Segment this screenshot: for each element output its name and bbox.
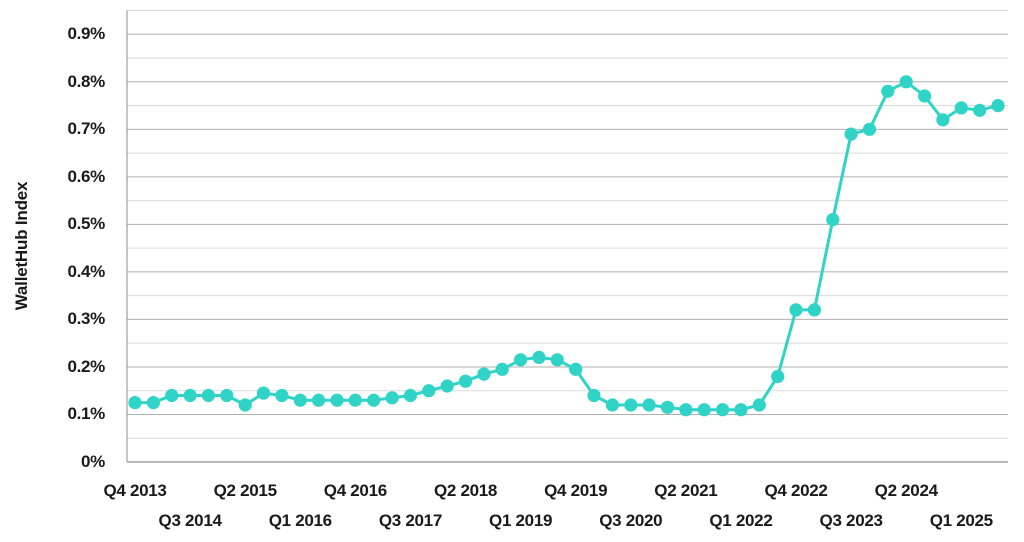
data-point bbox=[973, 103, 987, 117]
data-point bbox=[550, 353, 564, 367]
data-point bbox=[458, 374, 473, 388]
y-tick-label: 0.1% bbox=[67, 404, 105, 424]
data-point bbox=[679, 403, 693, 417]
data-point bbox=[514, 353, 528, 367]
y-tick-label: 0.5% bbox=[67, 214, 105, 234]
y-tick-label: 0.7% bbox=[67, 119, 105, 139]
x-tick-label: Q4 2022 bbox=[764, 481, 828, 500]
data-point bbox=[991, 99, 1005, 113]
x-tick-label: Q3 2020 bbox=[599, 511, 663, 530]
data-point bbox=[312, 393, 326, 407]
data-point bbox=[367, 393, 381, 407]
data-point bbox=[605, 398, 620, 412]
x-tick-label: Q2 2015 bbox=[213, 481, 277, 500]
data-point bbox=[899, 75, 913, 89]
y-tick-label: 0.9% bbox=[67, 24, 105, 44]
data-point bbox=[936, 113, 950, 127]
data-point bbox=[348, 393, 362, 407]
data-point bbox=[826, 213, 840, 227]
data-point bbox=[128, 396, 142, 410]
x-tick-label: Q4 2016 bbox=[323, 481, 387, 500]
x-tick-label: Q2 2024 bbox=[874, 481, 938, 500]
data-point bbox=[385, 391, 399, 405]
data-point bbox=[422, 384, 436, 398]
data-point bbox=[660, 400, 675, 414]
y-tick-label: 0.3% bbox=[67, 309, 105, 329]
y-tick-label: 0.4% bbox=[67, 261, 105, 281]
data-point bbox=[183, 388, 197, 403]
x-tick-label: Q4 2013 bbox=[103, 481, 167, 500]
data-point bbox=[146, 396, 160, 410]
data-point bbox=[642, 398, 656, 412]
x-tick-label: Q2 2018 bbox=[433, 481, 498, 500]
y-tick-label: 0.8% bbox=[67, 71, 105, 91]
data-point bbox=[587, 388, 601, 403]
data-point bbox=[752, 398, 766, 412]
y-axis-title: WalletHub Index bbox=[12, 181, 31, 311]
data-point bbox=[532, 350, 546, 364]
data-point bbox=[238, 398, 252, 412]
x-tick-label: Q3 2017 bbox=[378, 511, 442, 530]
data-point bbox=[789, 303, 803, 317]
data-point bbox=[220, 388, 234, 403]
data-point bbox=[862, 122, 877, 136]
data-point bbox=[954, 101, 968, 115]
x-tick-label: Q3 2014 bbox=[158, 511, 222, 530]
y-tick-label: 0.2% bbox=[67, 356, 105, 376]
y-tick-label: 0% bbox=[81, 452, 105, 471]
data-point bbox=[293, 393, 307, 407]
data-point bbox=[403, 388, 417, 403]
data-point bbox=[734, 403, 748, 417]
data-point bbox=[844, 127, 858, 141]
data-point bbox=[201, 388, 215, 403]
data-point bbox=[477, 367, 491, 381]
data-point bbox=[771, 369, 785, 384]
y-tick-label: 0.6% bbox=[67, 166, 105, 186]
x-tick-label: Q1 2025 bbox=[929, 511, 993, 530]
x-tick-label: Q1 2022 bbox=[709, 511, 773, 530]
x-tick-label: Q4 2019 bbox=[544, 481, 608, 500]
data-point bbox=[330, 393, 344, 407]
data-point bbox=[624, 398, 638, 412]
data-point bbox=[807, 303, 822, 317]
x-tick-label: Q3 2023 bbox=[819, 511, 883, 530]
data-point bbox=[716, 403, 730, 417]
data-point bbox=[275, 388, 289, 403]
x-tick-label: Q1 2019 bbox=[489, 511, 553, 530]
data-point bbox=[440, 379, 454, 393]
x-tick-label: Q1 2016 bbox=[268, 511, 332, 530]
data-point bbox=[165, 388, 179, 403]
data-point bbox=[256, 386, 271, 400]
data-point bbox=[569, 362, 583, 376]
data-point bbox=[697, 403, 711, 417]
data-point bbox=[918, 89, 932, 103]
data-point bbox=[881, 84, 895, 98]
x-tick-label: Q2 2021 bbox=[654, 481, 718, 500]
data-point bbox=[495, 362, 509, 376]
